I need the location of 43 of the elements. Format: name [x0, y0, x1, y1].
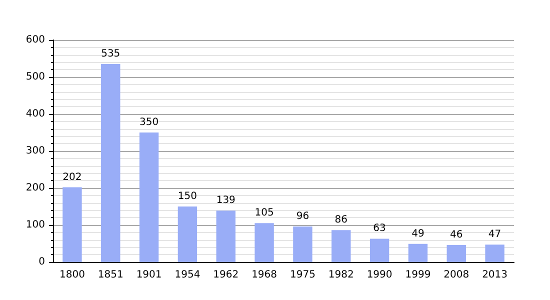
data-label: 535 [101, 48, 120, 60]
x-tick-label: 1982 [328, 270, 354, 280]
bar [216, 210, 236, 262]
data-label: 202 [62, 172, 82, 183]
bar [178, 206, 198, 262]
data-label: 46 [450, 229, 463, 240]
data-label: 49 [412, 228, 424, 240]
bar [485, 244, 504, 262]
bar [408, 244, 428, 262]
bar [139, 132, 159, 262]
y-tick-label: 300 [26, 146, 45, 156]
y-tick-label: 100 [26, 220, 45, 230]
x-tick-label: 1901 [136, 270, 162, 280]
y-tick-label: 400 [26, 108, 45, 120]
y-tick-label: 200 [26, 182, 45, 194]
bar [62, 187, 82, 262]
data-label: 96 [296, 210, 310, 222]
data-label: 86 [334, 214, 348, 226]
x-tick-label: 1851 [98, 270, 124, 280]
x-tick-label: 1962 [213, 270, 239, 280]
data-label: 63 [373, 223, 386, 234]
data-label: 105 [254, 208, 274, 219]
x-tick-label: 2013 [482, 270, 508, 280]
bar [254, 223, 274, 262]
bar [101, 64, 120, 262]
x-tick-label: 1999 [405, 270, 431, 280]
data-label: 47 [488, 229, 502, 240]
y-tick-label: 500 [26, 72, 45, 82]
x-tick-label: 2008 [444, 270, 470, 280]
bar [293, 226, 312, 262]
x-tick-label: 1800 [59, 270, 85, 280]
x-tick-label: 1968 [252, 270, 278, 280]
bar [370, 238, 390, 262]
data-label: 350 [139, 117, 159, 128]
y-tick-label: 600 [26, 34, 45, 46]
x-tick-label: 1990 [366, 270, 392, 280]
bar [446, 244, 466, 262]
data-label: 150 [178, 191, 198, 202]
data-label: 139 [216, 195, 236, 206]
bar [332, 230, 351, 262]
y-tick-label: 0 [38, 256, 45, 268]
x-tick-label: 1954 [174, 270, 200, 280]
x-tick-label: 1975 [290, 270, 316, 280]
